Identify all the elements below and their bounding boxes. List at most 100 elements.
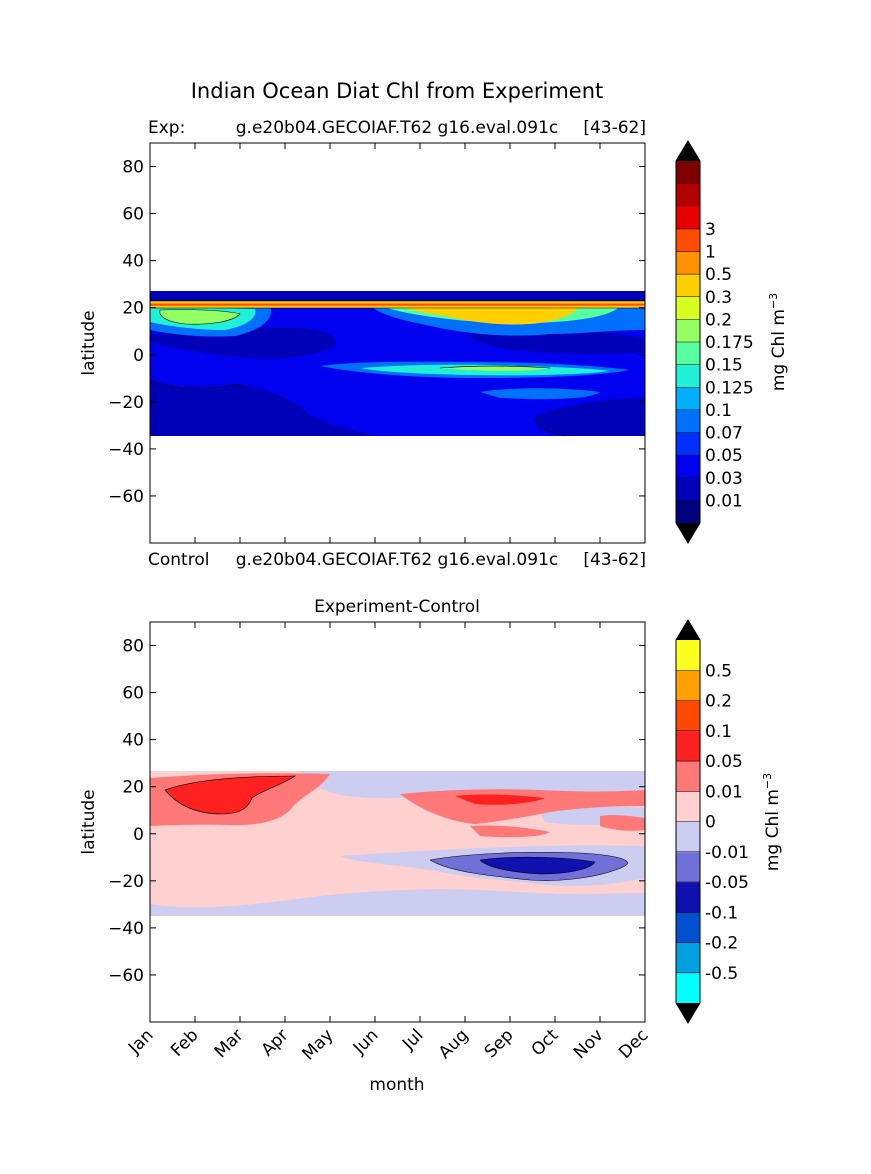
top-title-left: Exp: <box>148 118 185 138</box>
bottom-y-axis: 80 60 40 20 0 −20 −40 −60 <box>108 637 645 986</box>
bottom-colorbar-block <box>676 791 700 822</box>
top-ytick-label: 60 <box>122 205 144 225</box>
top-south-patch <box>480 388 600 400</box>
bottom-xtick-label: Oct <box>528 1025 563 1060</box>
top-colorbar-block <box>676 206 700 230</box>
top-colorbar-level: 0.03 <box>705 469 743 489</box>
bottom-field <box>150 771 645 916</box>
top-ytick-label: 20 <box>122 299 144 319</box>
top-low-south <box>150 380 380 436</box>
bottom-colorbar-level: -0.1 <box>705 903 738 923</box>
bottom-colorbar-blocks <box>676 640 700 1004</box>
top-colorbar-block <box>676 228 700 252</box>
bottom-colorbar: -0.5 -0.2 -0.1 -0.05 -0.01 0 0.01 0.05 0.1 0.2 0.5… <box>675 619 783 1024</box>
top-colorbar-level: 0.15 <box>705 356 743 376</box>
top-colorbar-block <box>676 409 700 433</box>
bottom-title: Experiment-Control <box>314 597 480 617</box>
bottom-colorbar-block <box>676 912 700 943</box>
bottom-colorbar-level: 0.1 <box>705 722 732 742</box>
top-colorbar-block <box>676 364 700 388</box>
top-colorbar-block <box>676 387 700 411</box>
bottom-colorbar-level: 0 <box>705 813 716 833</box>
bottom-xtick-label: Jan <box>124 1025 157 1058</box>
bottom-colorbar-block <box>676 882 700 913</box>
bottom-colorbar-label-sup: −3 <box>761 773 774 789</box>
top-colorbar-extend-min <box>676 523 700 543</box>
bottom-ylabel: latitude <box>79 789 99 854</box>
top-colorbar-block <box>676 274 700 298</box>
top-colorbar-block <box>676 477 700 501</box>
top-colorbar-block <box>676 319 700 343</box>
bottom-ytick-label: 0 <box>133 825 144 845</box>
top-plot-frame <box>149 142 646 544</box>
bottom-colorbar-label: mg Chl m−3 <box>761 773 783 871</box>
bottom-colorbar-level: -0.5 <box>705 964 738 984</box>
top-colorbar-extend-max <box>676 141 700 161</box>
top-colorbar-block <box>676 251 700 275</box>
bottom-xtick-label: Nov <box>570 1025 608 1063</box>
top-ylabel: latitude <box>79 310 99 375</box>
bottom-ytick-label: 20 <box>122 778 144 798</box>
bottom-pos-east-2 <box>455 794 545 805</box>
top-colorbar-level: 0.5 <box>705 265 732 285</box>
bottom-xtick-label: Jul <box>398 1025 427 1054</box>
top-north-east-3 <box>400 305 580 325</box>
top-ytick-label: −60 <box>108 487 144 507</box>
bottom-xtick-label: Dec <box>615 1025 652 1062</box>
top-colorbar-block <box>676 183 700 207</box>
top-ytick-label: 40 <box>122 252 144 272</box>
bottom-plot-frame <box>149 621 646 1023</box>
bottom-colorbar-block <box>676 942 700 974</box>
top-colorbar-block <box>676 296 700 320</box>
bottom-colorbar-level: 0.5 <box>705 661 732 681</box>
top-colorbar-block <box>676 342 700 366</box>
top-contour-lines <box>150 300 645 437</box>
top-colorbar-level: 0.175 <box>705 333 754 353</box>
top-colorbar-label: mg Chl m−3 <box>767 293 789 391</box>
top-colorbar-level: 0.2 <box>705 310 732 330</box>
bottom-colorbar-level: -0.05 <box>705 873 749 893</box>
top-ytick-label: −40 <box>108 440 144 460</box>
bottom-colorbar-block <box>676 640 700 671</box>
bottom-contour-lines <box>164 775 628 881</box>
bottom-ytick-label: 80 <box>122 637 144 657</box>
top-colorbar-blocks <box>676 161 700 524</box>
bottom-colorbar-block <box>676 821 700 853</box>
bottom-colorbar-outline <box>675 619 701 1024</box>
bottom-colorbar-block <box>676 700 700 732</box>
top-colorbar-block <box>676 432 700 456</box>
bottom-colorbar-level: -0.2 <box>705 934 738 954</box>
top-colorbar-level: 3 <box>705 220 716 240</box>
control-title-left: Control <box>148 550 209 570</box>
bottom-colorbar-extend-min <box>676 1003 700 1023</box>
bottom-colorbar-block <box>676 761 700 792</box>
top-field <box>150 291 645 437</box>
bottom-pos-sep <box>470 825 550 838</box>
top-title-center: g.e20b04.GECOIAF.T62 g16.eval.091c <box>236 118 558 138</box>
top-colorbar-level: 0.3 <box>705 288 732 308</box>
top-panel: Exp: g.e20b04.GECOIAF.T62 g16.eval.091c … <box>79 118 789 544</box>
bottom-pos-east-3 <box>600 815 645 831</box>
top-colorbar-level: 0.1 <box>705 401 732 421</box>
bottom-colorbar-level: -0.01 <box>705 843 749 863</box>
control-title-right: [43-62] <box>583 550 646 570</box>
bottom-colorbar-block <box>676 670 700 701</box>
bottom-ytick-label: −60 <box>108 966 144 986</box>
bottom-xtick-label: Feb <box>167 1025 202 1060</box>
bottom-ytick-label: −40 <box>108 919 144 939</box>
bottom-xtick-label: Jun <box>349 1025 383 1059</box>
bottom-pos-west-2 <box>165 776 295 814</box>
top-colorbar-level: 1 <box>705 243 716 263</box>
bottom-xtick-label: May <box>299 1025 338 1064</box>
top-colorbar-label-text: mg Chl m <box>769 309 789 391</box>
bottom-xtick-label: Mar <box>211 1025 248 1062</box>
top-low-northband <box>150 291 645 303</box>
bottom-xtick-label: Apr <box>258 1025 293 1060</box>
top-colorbar-level: 0.125 <box>705 378 754 398</box>
top-colorbar-level: 0.01 <box>705 491 743 511</box>
top-colorbar-block <box>676 500 700 524</box>
bottom-ytick-label: −20 <box>108 872 144 892</box>
